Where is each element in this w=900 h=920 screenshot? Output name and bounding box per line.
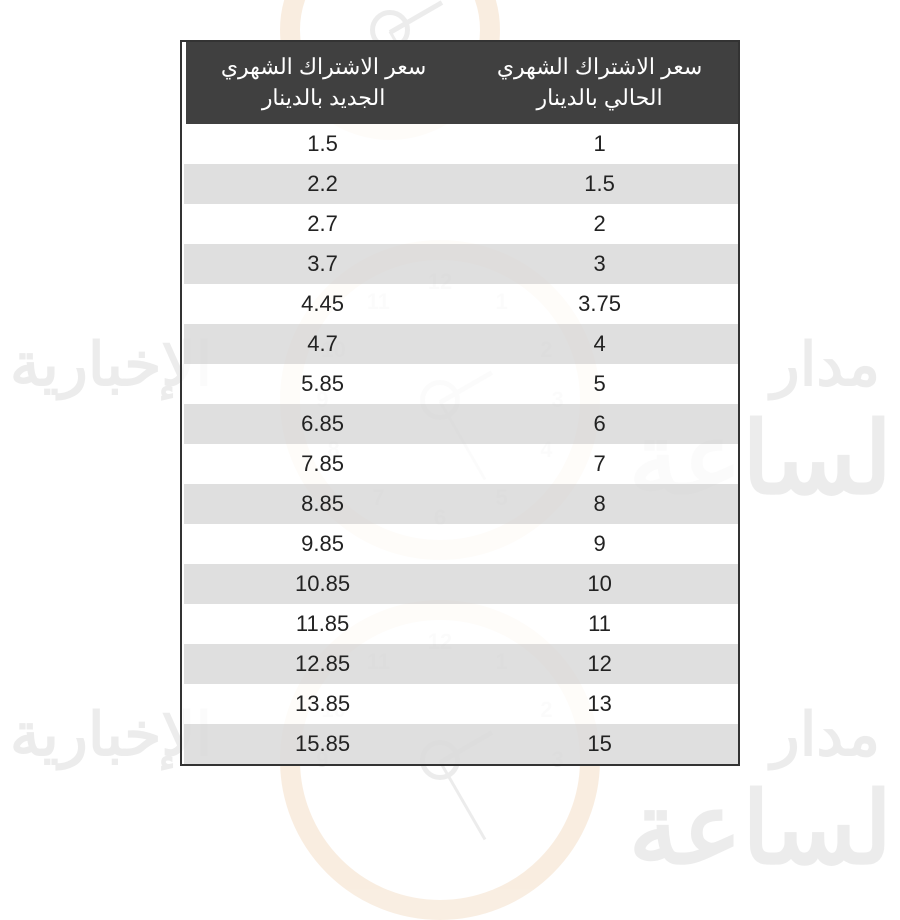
- cell-current-price: 3.75: [461, 284, 738, 324]
- cell-new-price: 2.2: [184, 164, 461, 204]
- cell-current-price: 15: [461, 724, 738, 764]
- cell-current-price: 8: [461, 484, 738, 524]
- table-row: 1.51: [184, 124, 738, 164]
- table-row: 13.8513: [184, 684, 738, 724]
- cell-new-price: 10.85: [184, 564, 461, 604]
- cell-new-price: 12.85: [184, 644, 461, 684]
- cell-new-price: 3.7: [184, 244, 461, 284]
- column-header-new-price: سعر الاشتراك الشهري الجديد بالدينار: [184, 42, 461, 124]
- cell-current-price: 12: [461, 644, 738, 684]
- table-row: 12.8512: [184, 644, 738, 684]
- cell-current-price: 1.5: [461, 164, 738, 204]
- table-row: 2.72: [184, 204, 738, 244]
- cell-current-price: 13: [461, 684, 738, 724]
- watermark-text-right-1: مدار: [771, 330, 880, 400]
- table-body: 1.512.21.52.723.734.453.754.745.8556.856…: [184, 124, 738, 764]
- cell-current-price: 3: [461, 244, 738, 284]
- cell-new-price: 2.7: [184, 204, 461, 244]
- cell-new-price: 7.85: [184, 444, 461, 484]
- cell-new-price: 4.7: [184, 324, 461, 364]
- cell-new-price: 4.45: [184, 284, 461, 324]
- watermark-text-right-2: مدار: [771, 700, 880, 770]
- cell-current-price: 9: [461, 524, 738, 564]
- cell-new-price: 5.85: [184, 364, 461, 404]
- price-table: سعر الاشتراك الشهري الجديد بالدينار سعر …: [182, 42, 738, 764]
- table-row: 4.74: [184, 324, 738, 364]
- cell-new-price: 9.85: [184, 524, 461, 564]
- cell-new-price: 11.85: [184, 604, 461, 644]
- cell-current-price: 11: [461, 604, 738, 644]
- table-row: 11.8511: [184, 604, 738, 644]
- cell-current-price: 7: [461, 444, 738, 484]
- table-row: 10.8510: [184, 564, 738, 604]
- table-row: 8.858: [184, 484, 738, 524]
- cell-new-price: 8.85: [184, 484, 461, 524]
- table-header-row: سعر الاشتراك الشهري الجديد بالدينار سعر …: [184, 42, 738, 124]
- price-table-container: سعر الاشتراك الشهري الجديد بالدينار سعر …: [180, 40, 740, 766]
- cell-new-price: 6.85: [184, 404, 461, 444]
- table-row: 15.8515: [184, 724, 738, 764]
- cell-new-price: 13.85: [184, 684, 461, 724]
- table-row: 6.856: [184, 404, 738, 444]
- cell-new-price: 15.85: [184, 724, 461, 764]
- cell-current-price: 10: [461, 564, 738, 604]
- cell-current-price: 4: [461, 324, 738, 364]
- table-row: 3.73: [184, 244, 738, 284]
- cell-current-price: 1: [461, 124, 738, 164]
- cell-current-price: 5: [461, 364, 738, 404]
- table-row: 5.855: [184, 364, 738, 404]
- table-row: 9.859: [184, 524, 738, 564]
- cell-new-price: 1.5: [184, 124, 461, 164]
- cell-current-price: 2: [461, 204, 738, 244]
- watermark-text-large-2: الساعة: [629, 770, 900, 887]
- table-row: 4.453.75: [184, 284, 738, 324]
- table-row: 2.21.5: [184, 164, 738, 204]
- column-header-current-price: سعر الاشتراك الشهري الحالي بالدينار: [461, 42, 738, 124]
- cell-current-price: 6: [461, 404, 738, 444]
- table-row: 7.857: [184, 444, 738, 484]
